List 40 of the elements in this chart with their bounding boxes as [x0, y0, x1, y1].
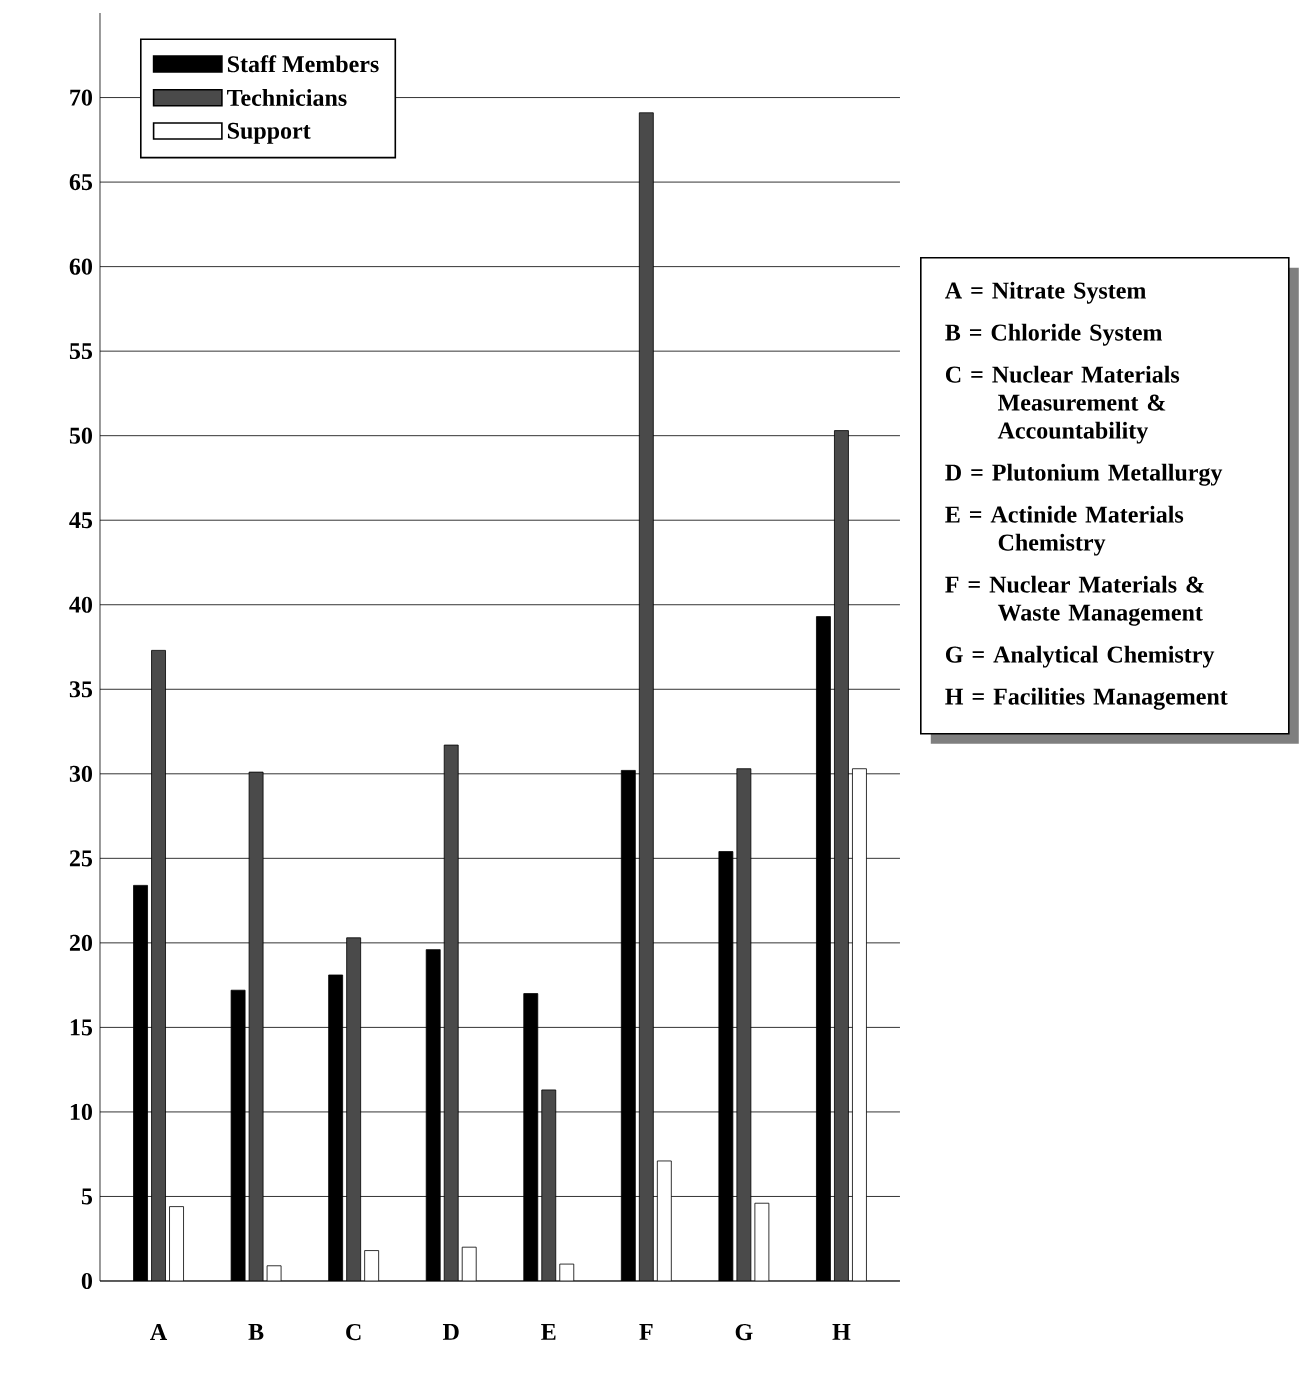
y-tick-label: 50 — [69, 427, 92, 444]
y-tick-label: 25 — [69, 850, 93, 867]
bar — [834, 430, 849, 1281]
x-tick-label: A — [150, 1324, 168, 1340]
y-tick-label: 30 — [69, 765, 92, 782]
text: G = Analytical Chemistry — [945, 645, 1215, 668]
y-tick-label: 35 — [69, 681, 93, 698]
y-tick-label: 10 — [70, 1103, 92, 1121]
x-tick-label: C — [346, 1324, 361, 1341]
text: H = Facilities Management — [945, 687, 1228, 710]
y-tick-label: 40 — [69, 596, 92, 613]
legend-label: Technicians — [227, 89, 347, 106]
legend-label: Support — [227, 122, 311, 144]
text: F = Nuclear Materials & Waste Management — [945, 575, 1204, 626]
text: A = Nitrate System — [945, 281, 1146, 304]
x-tick-label: E — [541, 1324, 556, 1340]
y-tick-label: 0 — [81, 1272, 93, 1290]
y-tick-label: 70 — [70, 89, 92, 106]
y-tick-label: 45 — [69, 512, 93, 529]
y-tick-label: 15 — [70, 1019, 93, 1036]
legend-label: Staff Members — [227, 55, 379, 73]
y-tick-label: 5 — [81, 1188, 93, 1205]
bar — [638, 112, 654, 1281]
y-tick-label: 60 — [69, 258, 92, 275]
y-tick-label: 20 — [69, 934, 92, 951]
x-tick-label: H — [832, 1324, 851, 1340]
y-tick-label: 55 — [69, 343, 93, 360]
text: E = Actinide Materials Chemistry — [945, 505, 1184, 556]
text: B = Chloride System — [945, 323, 1163, 346]
text: D = Plutonium Metallurgy — [945, 463, 1223, 486]
x-tick-label: G — [735, 1324, 753, 1341]
x-tick-label: F — [639, 1324, 653, 1340]
bar — [541, 1089, 557, 1281]
bar — [346, 937, 362, 1281]
text: C = Nuclear Materials Measurement & Accountability — [945, 365, 1180, 444]
x-tick-label: B — [248, 1324, 264, 1340]
x-tick-label: D — [442, 1324, 459, 1340]
bar — [151, 649, 166, 1281]
bar — [443, 744, 459, 1281]
y-tick-label: 65 — [69, 174, 93, 191]
